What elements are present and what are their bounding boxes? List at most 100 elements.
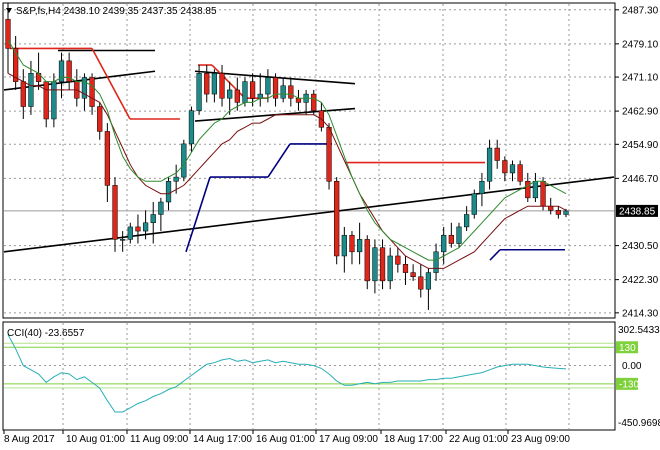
cci-lower-badge-label: -130	[619, 379, 639, 390]
time-tick-label: 22 Aug 01:00	[449, 434, 508, 445]
candle-body	[464, 214, 470, 228]
candle-body	[5, 19, 11, 49]
candle-body	[341, 234, 347, 257]
cci-axis-label: -450.9698	[618, 418, 660, 429]
price-tick-label: 2422.30	[622, 275, 659, 286]
time-tick-label: 8 Aug 2017	[4, 434, 55, 445]
candle-body	[555, 210, 561, 215]
candle-body	[356, 239, 363, 253]
time-tick-label: 18 Aug 17:00	[384, 434, 443, 445]
candle-body	[379, 247, 386, 282]
candle-body	[441, 234, 447, 253]
candle	[326, 123, 332, 190]
candle-body	[89, 77, 95, 107]
candle	[28, 60, 34, 115]
candle-body	[311, 93, 317, 111]
chart-menu-triangle-icon[interactable]	[6, 8, 12, 13]
candle-body	[66, 60, 72, 82]
candles	[5, 2, 569, 310]
candle-body	[120, 239, 126, 241]
candle	[479, 172, 485, 207]
candle-body	[242, 81, 248, 103]
candle	[387, 247, 393, 290]
time-axis: 8 Aug 2017 10 Aug 01:00 11 Aug 09:00 14 Aug…	[3, 430, 570, 445]
time-tick-label: 17 Aug 09:00	[319, 434, 378, 445]
time-tick-label: 23 Aug 09:00	[511, 434, 570, 445]
candle-body	[249, 81, 256, 99]
candle-body	[265, 77, 271, 95]
candle	[211, 69, 218, 103]
price-tick-label: 2487.30	[622, 5, 659, 16]
candle-body	[150, 214, 156, 224]
candle	[188, 106, 195, 153]
candle-body	[13, 48, 19, 82]
candle-body	[20, 81, 26, 107]
candle	[379, 239, 386, 290]
price-tick-label: 2414.30	[622, 308, 659, 319]
candle	[433, 243, 439, 281]
price-tick-label: 2471.10	[622, 73, 659, 84]
price-tick-label: 2430.50	[622, 241, 659, 252]
candle	[97, 102, 103, 140]
candle	[158, 197, 164, 232]
candle-body	[509, 164, 516, 174]
candle	[509, 160, 516, 182]
candle-body	[97, 106, 103, 132]
candle-body	[402, 264, 409, 273]
candle	[494, 139, 500, 169]
cci-line	[7, 334, 567, 413]
long-support-trendline	[3, 176, 615, 253]
candle-body	[288, 85, 294, 99]
candle	[66, 52, 72, 90]
candle	[81, 73, 88, 111]
candle-body	[127, 226, 133, 240]
candle	[265, 69, 271, 103]
candle	[173, 164, 179, 194]
candle-body	[563, 210, 569, 215]
candle-body	[395, 255, 401, 265]
candle-body	[211, 73, 218, 95]
cci-indicator	[4, 334, 614, 413]
candle-body	[425, 272, 432, 290]
candle	[456, 222, 462, 248]
candle-body	[112, 185, 118, 240]
candle	[249, 73, 256, 107]
symbol-header: S&P,fs,H4 2438.10 2439.35 2437.35 2438.8…	[16, 6, 217, 17]
candle	[486, 139, 493, 190]
candle	[502, 156, 508, 182]
candle	[204, 65, 210, 103]
candle	[181, 139, 187, 182]
candle-body	[196, 73, 202, 111]
indicator-frame	[2, 321, 616, 431]
candle	[280, 77, 286, 103]
candle	[127, 222, 133, 244]
ma-fast-line	[7, 39, 567, 261]
candle	[311, 89, 317, 115]
candle-body	[165, 181, 172, 203]
candle-body	[280, 85, 286, 99]
candle	[334, 177, 340, 265]
candle	[5, 2, 11, 74]
candle-body	[204, 73, 210, 95]
candle	[142, 210, 149, 240]
candle-body	[326, 127, 332, 182]
candle-body	[104, 131, 110, 186]
candle-body	[410, 272, 416, 277]
candle	[288, 77, 294, 107]
candle	[120, 231, 126, 252]
candle-body	[219, 73, 225, 99]
candle-body	[51, 81, 57, 120]
time-tick-label: 14 Aug 17:00	[193, 434, 252, 445]
navy-rise	[489, 249, 501, 261]
candle	[555, 206, 561, 219]
candle	[89, 73, 95, 115]
current-price-label: 2438.85	[619, 206, 656, 217]
candle-body	[181, 143, 187, 178]
candle-body	[295, 97, 302, 103]
candle-body	[334, 181, 340, 257]
candle	[219, 65, 225, 107]
candle	[356, 222, 363, 265]
time-tick-label: 10 Aug 01:00	[66, 434, 125, 445]
candle-body	[349, 234, 355, 253]
